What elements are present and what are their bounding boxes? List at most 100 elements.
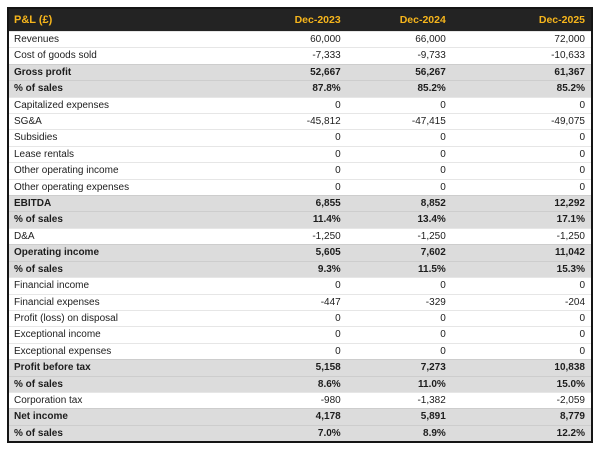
row-label: Operating income	[8, 244, 230, 262]
column-header-dec-2024: Dec-2024	[346, 8, 452, 32]
row-label: Lease rentals	[8, 145, 230, 163]
table-row: Operating income 5,605 7,602 11,042	[8, 244, 592, 262]
row-label: % of sales	[8, 260, 230, 278]
row-label: % of sales	[8, 424, 230, 443]
row-value-dec-2025: 0	[451, 178, 592, 196]
row-value-dec-2025: 0	[451, 145, 592, 163]
row-label: Corporation tax	[8, 391, 230, 409]
table-row: Net income 4,178 5,891 8,779	[8, 408, 592, 426]
row-value-dec-2023: 0	[229, 145, 347, 163]
table-header: P&L (£) Dec-2023 Dec-2024 Dec-2025	[8, 8, 592, 32]
column-header-dec-2025: Dec-2025	[451, 8, 592, 32]
row-label: Subsidies	[8, 129, 230, 147]
row-value-dec-2025: 72,000	[451, 30, 592, 48]
row-value-dec-2025: -204	[451, 293, 592, 311]
table-row: % of sales 87.8% 85.2% 85.2%	[8, 80, 592, 98]
row-value-dec-2024: 0	[346, 342, 452, 360]
row-value-dec-2024: 0	[346, 178, 452, 196]
row-value-dec-2023: 0	[229, 178, 347, 196]
row-label: Gross profit	[8, 63, 230, 81]
row-value-dec-2023: 9.3%	[229, 260, 347, 278]
table-row: Profit (loss) on disposal 0 0 0	[8, 309, 592, 327]
row-label: % of sales	[8, 211, 230, 229]
row-value-dec-2025: 61,367	[451, 63, 592, 81]
row-label: D&A	[8, 227, 230, 245]
row-label: Other operating expenses	[8, 178, 230, 196]
row-value-dec-2024: -47,415	[346, 113, 452, 130]
table-row: Capitalized expenses 0 0 0	[8, 96, 592, 114]
row-value-dec-2024: 66,000	[346, 30, 452, 48]
row-value-dec-2023: 87.8%	[229, 80, 347, 98]
row-value-dec-2023: 60,000	[229, 30, 347, 48]
row-value-dec-2025: 12.2%	[451, 424, 592, 443]
row-value-dec-2023: 0	[229, 326, 347, 344]
row-value-dec-2023: 6,855	[229, 195, 347, 212]
table-row: Gross profit 52,667 56,267 61,367	[8, 63, 592, 81]
row-value-dec-2024: 0	[346, 129, 452, 147]
table-row: SG&A -45,812 -47,415 -49,075	[8, 113, 592, 130]
row-label: Exceptional income	[8, 326, 230, 344]
row-value-dec-2023: -447	[229, 293, 347, 311]
row-value-dec-2024: 0	[346, 162, 452, 180]
row-label: Capitalized expenses	[8, 96, 230, 114]
row-value-dec-2024: 13.4%	[346, 211, 452, 229]
row-value-dec-2025: 0	[451, 277, 592, 294]
row-value-dec-2025: 0	[451, 342, 592, 360]
row-value-dec-2024: 5,891	[346, 408, 452, 426]
row-value-dec-2024: 0	[346, 96, 452, 114]
row-value-dec-2025: 12,292	[451, 195, 592, 212]
row-value-dec-2023: -7,333	[229, 47, 347, 65]
row-label: Other operating income	[8, 162, 230, 180]
row-label: Cost of goods sold	[8, 47, 230, 65]
row-value-dec-2025: 85.2%	[451, 80, 592, 98]
row-value-dec-2024: -1,382	[346, 391, 452, 409]
row-value-dec-2024: 0	[346, 309, 452, 327]
table-row: Other operating expenses 0 0 0	[8, 178, 592, 196]
pnl-table-body: Revenues 60,000 66,000 72,000 Cost of go…	[8, 30, 592, 443]
row-value-dec-2023: -980	[229, 391, 347, 409]
row-value-dec-2023: 0	[229, 342, 347, 360]
row-value-dec-2024: 7,273	[346, 359, 452, 377]
table-row: Financial expenses -447 -329 -204	[8, 293, 592, 311]
row-value-dec-2024: 11.5%	[346, 260, 452, 278]
row-label: Financial expenses	[8, 293, 230, 311]
row-value-dec-2025: 17.1%	[451, 211, 592, 229]
row-value-dec-2023: 0	[229, 162, 347, 180]
row-value-dec-2025: 0	[451, 326, 592, 344]
table-row: Financial income 0 0 0	[8, 277, 592, 294]
row-value-dec-2023: 8.6%	[229, 375, 347, 393]
table-row: Exceptional income 0 0 0	[8, 326, 592, 344]
row-value-dec-2025: 11,042	[451, 244, 592, 262]
pnl-table: P&L (£) Dec-2023 Dec-2024 Dec-2025 Reven…	[7, 7, 593, 444]
row-value-dec-2025: -10,633	[451, 47, 592, 65]
table-row: Cost of goods sold -7,333 -9,733 -10,633	[8, 47, 592, 65]
row-label: SG&A	[8, 113, 230, 130]
row-value-dec-2025: -1,250	[451, 227, 592, 245]
row-value-dec-2024: 0	[346, 145, 452, 163]
row-value-dec-2023: 7.0%	[229, 424, 347, 443]
row-value-dec-2025: 8,779	[451, 408, 592, 426]
row-value-dec-2023: -1,250	[229, 227, 347, 245]
row-value-dec-2025: 0	[451, 162, 592, 180]
row-value-dec-2024: 11.0%	[346, 375, 452, 393]
table-row: % of sales 11.4% 13.4% 17.1%	[8, 211, 592, 229]
row-label: Profit (loss) on disposal	[8, 309, 230, 327]
row-value-dec-2024: -329	[346, 293, 452, 311]
row-value-dec-2024: -1,250	[346, 227, 452, 245]
table-row: % of sales 9.3% 11.5% 15.3%	[8, 260, 592, 278]
row-value-dec-2025: 10,838	[451, 359, 592, 377]
row-value-dec-2023: 5,158	[229, 359, 347, 377]
row-value-dec-2025: 15.3%	[451, 260, 592, 278]
row-label: Exceptional expenses	[8, 342, 230, 360]
row-value-dec-2023: 0	[229, 277, 347, 294]
row-label: Profit before tax	[8, 359, 230, 377]
column-header-dec-2023: Dec-2023	[229, 8, 347, 32]
table-row: EBITDA 6,855 8,852 12,292	[8, 195, 592, 212]
row-value-dec-2024: 8.9%	[346, 424, 452, 443]
row-label: EBITDA	[8, 195, 230, 212]
row-label: Financial income	[8, 277, 230, 294]
table-row: Corporation tax -980 -1,382 -2,059	[8, 391, 592, 409]
table-row: Lease rentals 0 0 0	[8, 145, 592, 163]
table-title: P&L (£)	[8, 8, 230, 32]
